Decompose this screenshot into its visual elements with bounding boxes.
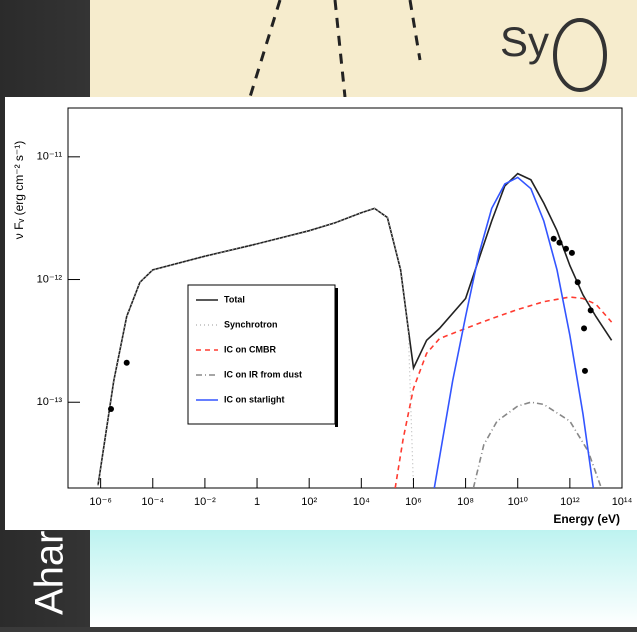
x-tick-label: 10⁻⁶ [89,496,112,508]
reflection [90,530,637,627]
side-text: Ahar [28,531,72,616]
series-line [433,176,595,488]
y-tick-label: 10⁻¹² [37,273,63,285]
top-image-shape [553,18,607,92]
top-image-lines [248,0,422,98]
legend-box [187,284,336,425]
data-point [562,245,569,252]
x-tick-label: 10⁴ [353,496,370,508]
x-tick-label: 10⁻² [194,496,216,508]
top-image [90,0,637,97]
legend-shadow [335,288,338,427]
data-point [556,239,563,246]
y-tick-label: 10⁻¹¹ [37,151,63,163]
series-line [472,401,603,488]
x-tick-label: 10⁶ [405,496,422,508]
top-image-text: Sy [500,18,549,65]
data-point [123,359,130,366]
x-axis-label: Energy (eV) [553,512,620,526]
x-tick-label: 10² [301,496,317,508]
plot-frame [67,107,623,489]
data-point [581,367,588,374]
x-tick-label: 1 [254,496,260,508]
x-tick-label: 10¹⁴ [612,496,633,508]
data-point [587,307,594,314]
data-point [108,406,115,413]
y-axis-label: ν Fᵥ (erg cm⁻² s⁻¹) [12,141,26,240]
x-tick-label: 10⁻⁴ [141,496,164,508]
data-point [550,235,557,242]
y-tick-label: 10⁻¹³ [37,396,63,408]
legend-label: IC on CMBR [224,344,276,354]
data-point [568,249,575,256]
legend-label: IC on starlight [224,394,285,404]
data-point [574,279,581,286]
series-line [394,296,613,488]
x-tick-label: 10¹⁰ [508,496,529,508]
legend-label: Synchrotron [224,319,278,329]
x-tick-label: 10⁸ [457,496,474,508]
plot-area [97,172,613,488]
legend-label: IC on IR from dust [224,369,302,379]
data-point [581,325,588,332]
legend-label: Total [224,294,245,304]
x-tick-label: 10¹² [560,496,580,508]
